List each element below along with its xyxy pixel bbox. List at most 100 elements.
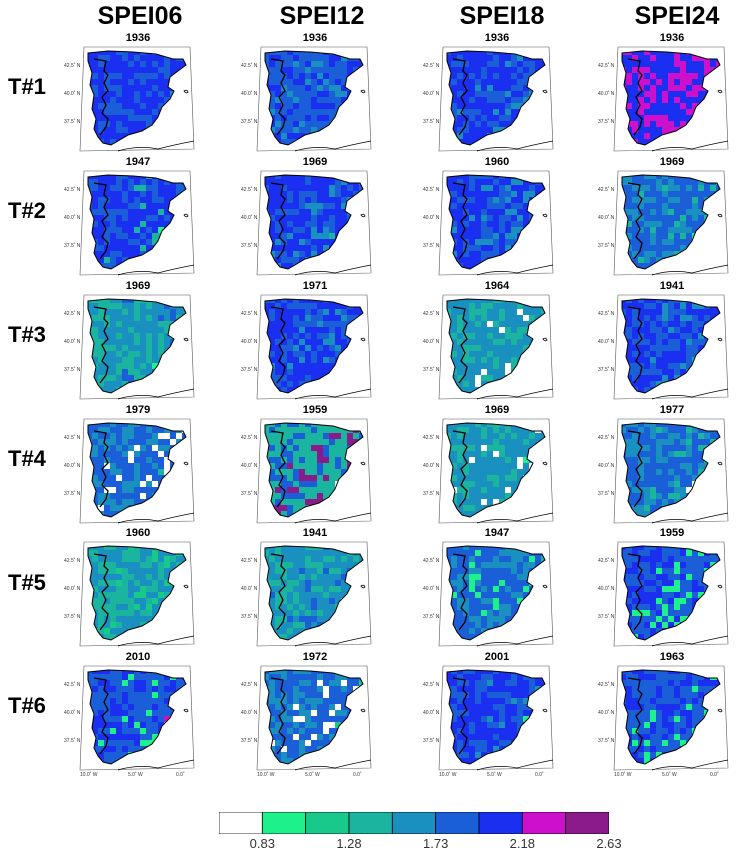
grid-cell: [122, 197, 128, 203]
grid-cell: [662, 91, 668, 97]
grid-cell: [632, 493, 638, 499]
grid-cell: [481, 475, 487, 481]
grid-cell: [505, 67, 511, 73]
grid-cell: [632, 369, 638, 375]
grid-cell: [469, 457, 475, 463]
grid-cell: [116, 505, 122, 511]
grid-cell: [152, 568, 158, 574]
grid-cell: [475, 445, 481, 451]
grid-cell: [493, 103, 499, 109]
grid-cell: [317, 303, 323, 309]
grid-cell: [110, 315, 116, 321]
lat-tick-label: 42.5˚ N: [241, 310, 258, 317]
grid-cell: [686, 215, 692, 221]
grid-cell: [323, 469, 329, 475]
grid-cell: [469, 227, 475, 233]
grid-cell: [650, 327, 656, 333]
grid-cell: [686, 433, 692, 439]
grid-cell: [668, 61, 674, 67]
grid-cell: [299, 487, 305, 493]
lat-tick-label: 40.0˚ N: [64, 214, 81, 221]
grid-cell: [116, 103, 122, 109]
grid-cell: [323, 433, 329, 439]
grid-cell: [152, 73, 158, 79]
grid-cell: [475, 221, 481, 227]
grid-cell: [680, 457, 686, 463]
grid-cell: [644, 463, 650, 469]
grid-cell: [110, 469, 116, 475]
grid-cell: [475, 481, 481, 487]
grid-cell: [451, 197, 457, 203]
grid-cell: [469, 321, 475, 327]
grid-cell: [680, 185, 686, 191]
grid-cell: [475, 215, 481, 221]
grid-cell: [293, 381, 299, 387]
grid-cell: [674, 427, 680, 433]
grid-cell: [134, 191, 140, 197]
grid-cell: [104, 133, 110, 139]
grid-cell: [662, 179, 668, 185]
grid-cell: [656, 309, 662, 315]
grid-cell: [116, 568, 122, 574]
grid-cell: [287, 227, 293, 233]
grid-cell: [305, 339, 311, 345]
grid-cell: [469, 109, 475, 115]
grid-cell: [128, 439, 134, 445]
grid-cell: [329, 67, 335, 73]
grid-cell: [487, 445, 493, 451]
grid-cell: [632, 327, 638, 333]
grid-cell: [287, 97, 293, 103]
grid-cell: [335, 309, 341, 315]
grid-cell: [644, 115, 650, 121]
grid-cell: [347, 439, 353, 445]
lat-tick-label: 42.5˚ N: [598, 62, 615, 69]
grid-cell: [116, 227, 122, 233]
grid-cell: [134, 586, 140, 592]
grid-cell: [529, 61, 535, 67]
grid-cell: [481, 97, 487, 103]
grid-cell: [323, 67, 329, 73]
grid-cell: [170, 185, 176, 191]
grid-cell: [305, 375, 311, 381]
grid-cell: [275, 85, 281, 91]
grid-cell: [275, 351, 281, 357]
grid-cell: [335, 91, 341, 97]
grid-cell: [299, 61, 305, 67]
grid-cell: [674, 327, 680, 333]
grid-cell: [469, 121, 475, 127]
grid-cell: [110, 321, 116, 327]
grid-cell: [305, 309, 311, 315]
grid-cell: [493, 339, 499, 345]
grid-cell: [122, 369, 128, 375]
grid-cell: [505, 209, 511, 215]
grid-cell: [311, 197, 317, 203]
grid-cell: [632, 115, 638, 121]
grid-cell: [275, 333, 281, 339]
grid-cell: [523, 315, 529, 321]
grid-cell: [668, 185, 674, 191]
grid-cell: [152, 427, 158, 433]
grid-cell: [164, 433, 170, 439]
grid-cell: [674, 463, 680, 469]
grid-cell: [293, 203, 299, 209]
grid-cell: [487, 115, 493, 121]
grid-cell: [176, 556, 182, 562]
grid-cell: [511, 351, 517, 357]
grid-cell: [140, 221, 146, 227]
grid-cell: [481, 67, 487, 73]
grid-cell: [341, 67, 347, 73]
grid-cell: [475, 339, 481, 345]
grid-cell: [686, 333, 692, 339]
grid-cell: [505, 451, 511, 457]
grid-cell: [662, 185, 668, 191]
grid-cell: [487, 327, 493, 333]
grid-cell: [656, 103, 662, 109]
grid-cell: [632, 457, 638, 463]
grid-cell: [122, 85, 128, 91]
grid-cell: [505, 351, 511, 357]
grid-cell: [493, 481, 499, 487]
grid-cell: [281, 303, 287, 309]
grid-cell: [158, 215, 164, 221]
grid-cell: [674, 121, 680, 127]
grid-cell: [98, 79, 104, 85]
